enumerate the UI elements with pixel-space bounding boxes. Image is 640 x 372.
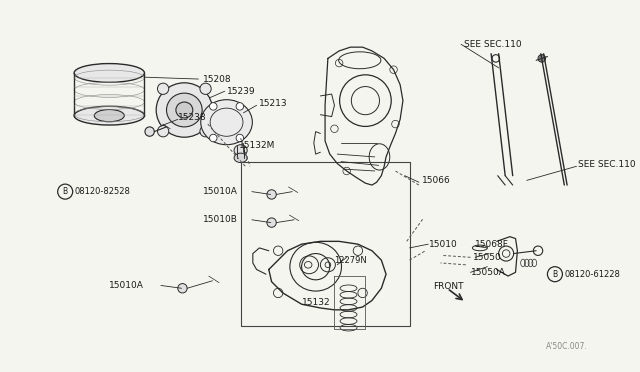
Text: B: B xyxy=(552,270,557,279)
Text: 08120-61228: 08120-61228 xyxy=(564,270,620,279)
Text: A'50C.007.: A'50C.007. xyxy=(546,342,588,351)
Ellipse shape xyxy=(201,100,252,145)
Circle shape xyxy=(157,126,169,137)
Ellipse shape xyxy=(234,153,247,163)
Text: 15050: 15050 xyxy=(474,253,502,262)
Ellipse shape xyxy=(94,109,124,122)
Text: 15238: 15238 xyxy=(178,113,206,122)
Circle shape xyxy=(178,283,187,293)
Circle shape xyxy=(200,126,211,137)
Text: 15050A: 15050A xyxy=(470,268,506,277)
Text: 12279N: 12279N xyxy=(335,256,367,264)
Text: FRONT: FRONT xyxy=(433,282,463,291)
Text: 15010: 15010 xyxy=(429,240,458,248)
Text: 15239: 15239 xyxy=(227,87,255,96)
Circle shape xyxy=(236,134,244,142)
Text: 15208: 15208 xyxy=(203,74,232,84)
Text: 15010A: 15010A xyxy=(203,187,238,196)
Text: 15010A: 15010A xyxy=(109,281,144,290)
Text: 15010B: 15010B xyxy=(203,215,238,224)
Text: B: B xyxy=(63,187,68,196)
Ellipse shape xyxy=(234,145,247,156)
Text: 15068F: 15068F xyxy=(475,240,509,248)
Text: 08120-82528: 08120-82528 xyxy=(75,187,131,196)
Circle shape xyxy=(200,83,211,94)
Text: 15132M: 15132M xyxy=(239,141,275,150)
Text: 15066: 15066 xyxy=(422,176,451,185)
Ellipse shape xyxy=(74,106,145,125)
Ellipse shape xyxy=(176,102,193,118)
Ellipse shape xyxy=(166,93,202,127)
Circle shape xyxy=(267,190,276,199)
Circle shape xyxy=(236,103,244,110)
Text: 15213: 15213 xyxy=(259,99,287,108)
Ellipse shape xyxy=(74,64,145,82)
Circle shape xyxy=(267,218,276,227)
Ellipse shape xyxy=(156,83,212,137)
Text: SEE SEC.110: SEE SEC.110 xyxy=(579,160,636,169)
Text: SEE SEC.110: SEE SEC.110 xyxy=(464,40,522,49)
Circle shape xyxy=(209,103,217,110)
Circle shape xyxy=(209,134,217,142)
Circle shape xyxy=(145,127,154,136)
Circle shape xyxy=(538,55,545,62)
Text: 15132: 15132 xyxy=(301,298,330,307)
Circle shape xyxy=(157,83,169,94)
